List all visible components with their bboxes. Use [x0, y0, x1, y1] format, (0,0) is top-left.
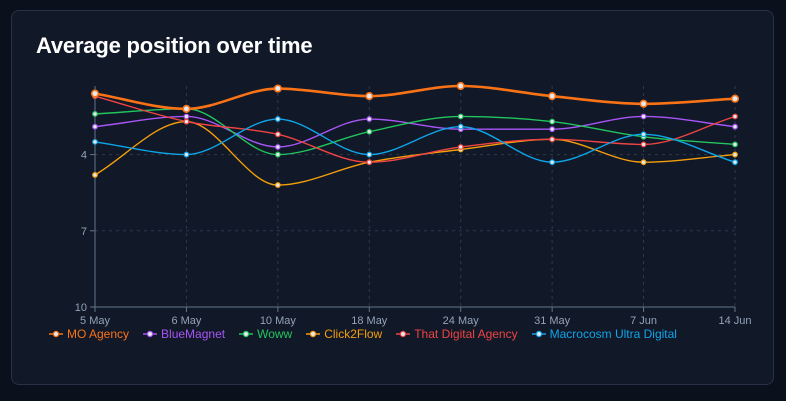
series-macrocosm-ultra-digital	[92, 116, 738, 166]
series-line	[94, 120, 736, 186]
legend-swatch-icon	[531, 330, 546, 338]
legend-label: Macrocosm Ultra Digital	[549, 327, 677, 341]
x-tick-label: 7 Jun	[630, 315, 657, 327]
legend-swatch-icon	[239, 330, 254, 338]
series-line	[94, 115, 736, 148]
legend-item[interactable]: BlueMagnet	[143, 327, 225, 341]
legend-label: MO Agency	[67, 327, 130, 341]
data-point[interactable]	[640, 159, 647, 166]
legend-label: Click2Flow	[324, 327, 383, 341]
y-tick-label: 10	[75, 302, 87, 314]
data-point[interactable]	[548, 92, 557, 101]
x-tick-label: 31 May	[534, 315, 571, 327]
data-point[interactable]	[732, 113, 738, 120]
y-tick-label: 4	[81, 150, 87, 162]
x-tick-label: 24 May	[443, 315, 480, 327]
data-point[interactable]	[732, 151, 738, 158]
data-point[interactable]	[730, 94, 740, 103]
series-line	[94, 84, 736, 111]
legend-swatch-icon	[396, 330, 411, 338]
data-point[interactable]	[457, 113, 464, 120]
data-point[interactable]	[732, 123, 738, 130]
series-click2flow	[92, 118, 738, 188]
data-point[interactable]	[90, 89, 100, 98]
series-woww	[92, 105, 738, 158]
chart-card: Average position over time	[11, 10, 774, 385]
data-point[interactable]	[549, 118, 556, 125]
data-point[interactable]	[92, 123, 98, 130]
data-point[interactable]	[274, 151, 281, 158]
data-point[interactable]	[457, 123, 464, 130]
data-point[interactable]	[183, 113, 190, 120]
x-tick-label: 10 May	[260, 315, 297, 327]
legend-item[interactable]: That Digital Agency	[396, 327, 518, 341]
legend-label: BlueMagnet	[161, 327, 226, 341]
data-point[interactable]	[640, 113, 647, 120]
legend-item[interactable]: Macrocosm Ultra Digital	[531, 327, 677, 341]
data-point[interactable]	[274, 182, 281, 188]
legend-item[interactable]: MO Agency	[49, 327, 129, 341]
legend-label: That Digital Agency	[414, 327, 518, 341]
legend-swatch-icon	[49, 330, 63, 338]
series-bluemagnet	[92, 113, 738, 150]
data-point[interactable]	[457, 144, 464, 150]
data-point[interactable]	[92, 172, 98, 178]
data-point[interactable]	[549, 126, 556, 133]
legend-item[interactable]: Click2Flow	[306, 327, 382, 341]
data-point[interactable]	[732, 159, 738, 166]
data-point[interactable]	[274, 116, 281, 122]
legend-label: Woww	[257, 327, 293, 341]
series-mo-agency	[90, 81, 740, 113]
data-point[interactable]	[183, 118, 190, 125]
data-point[interactable]	[366, 159, 373, 166]
data-point[interactable]	[456, 81, 465, 91]
data-point[interactable]	[640, 131, 647, 138]
legend-swatch-icon	[143, 330, 158, 338]
data-point[interactable]	[366, 151, 373, 158]
legend-item[interactable]: Woww	[239, 327, 292, 341]
x-tick-label: 18 May	[351, 315, 388, 327]
data-point[interactable]	[366, 116, 373, 122]
series-line	[94, 95, 736, 163]
series-line	[94, 108, 736, 156]
grid	[95, 86, 736, 307]
data-point[interactable]	[274, 131, 281, 138]
data-point[interactable]	[92, 138, 98, 145]
chart-title: Average position over time	[36, 33, 313, 58]
data-point[interactable]	[732, 141, 738, 148]
data-point[interactable]	[639, 99, 648, 108]
x-tick-label: 5 May	[80, 315, 110, 327]
legend-swatch-icon	[306, 330, 321, 338]
x-tick-label: 14 Jun	[718, 315, 751, 327]
data-point[interactable]	[183, 151, 190, 158]
x-tick-label: 6 May	[171, 315, 201, 327]
data-point[interactable]	[640, 141, 647, 148]
chart-legend: MO Agency BlueMagnet Woww Click2Flow That Di…	[49, 327, 677, 341]
data-point[interactable]	[182, 104, 191, 113]
data-point[interactable]	[365, 92, 374, 101]
data-point[interactable]	[549, 136, 556, 143]
data-point[interactable]	[274, 144, 281, 150]
data-point[interactable]	[549, 159, 556, 166]
y-tick-label: 7	[81, 226, 87, 238]
data-point[interactable]	[92, 111, 98, 117]
series-line	[94, 118, 736, 163]
data-point[interactable]	[273, 84, 282, 93]
data-point[interactable]	[366, 128, 373, 135]
